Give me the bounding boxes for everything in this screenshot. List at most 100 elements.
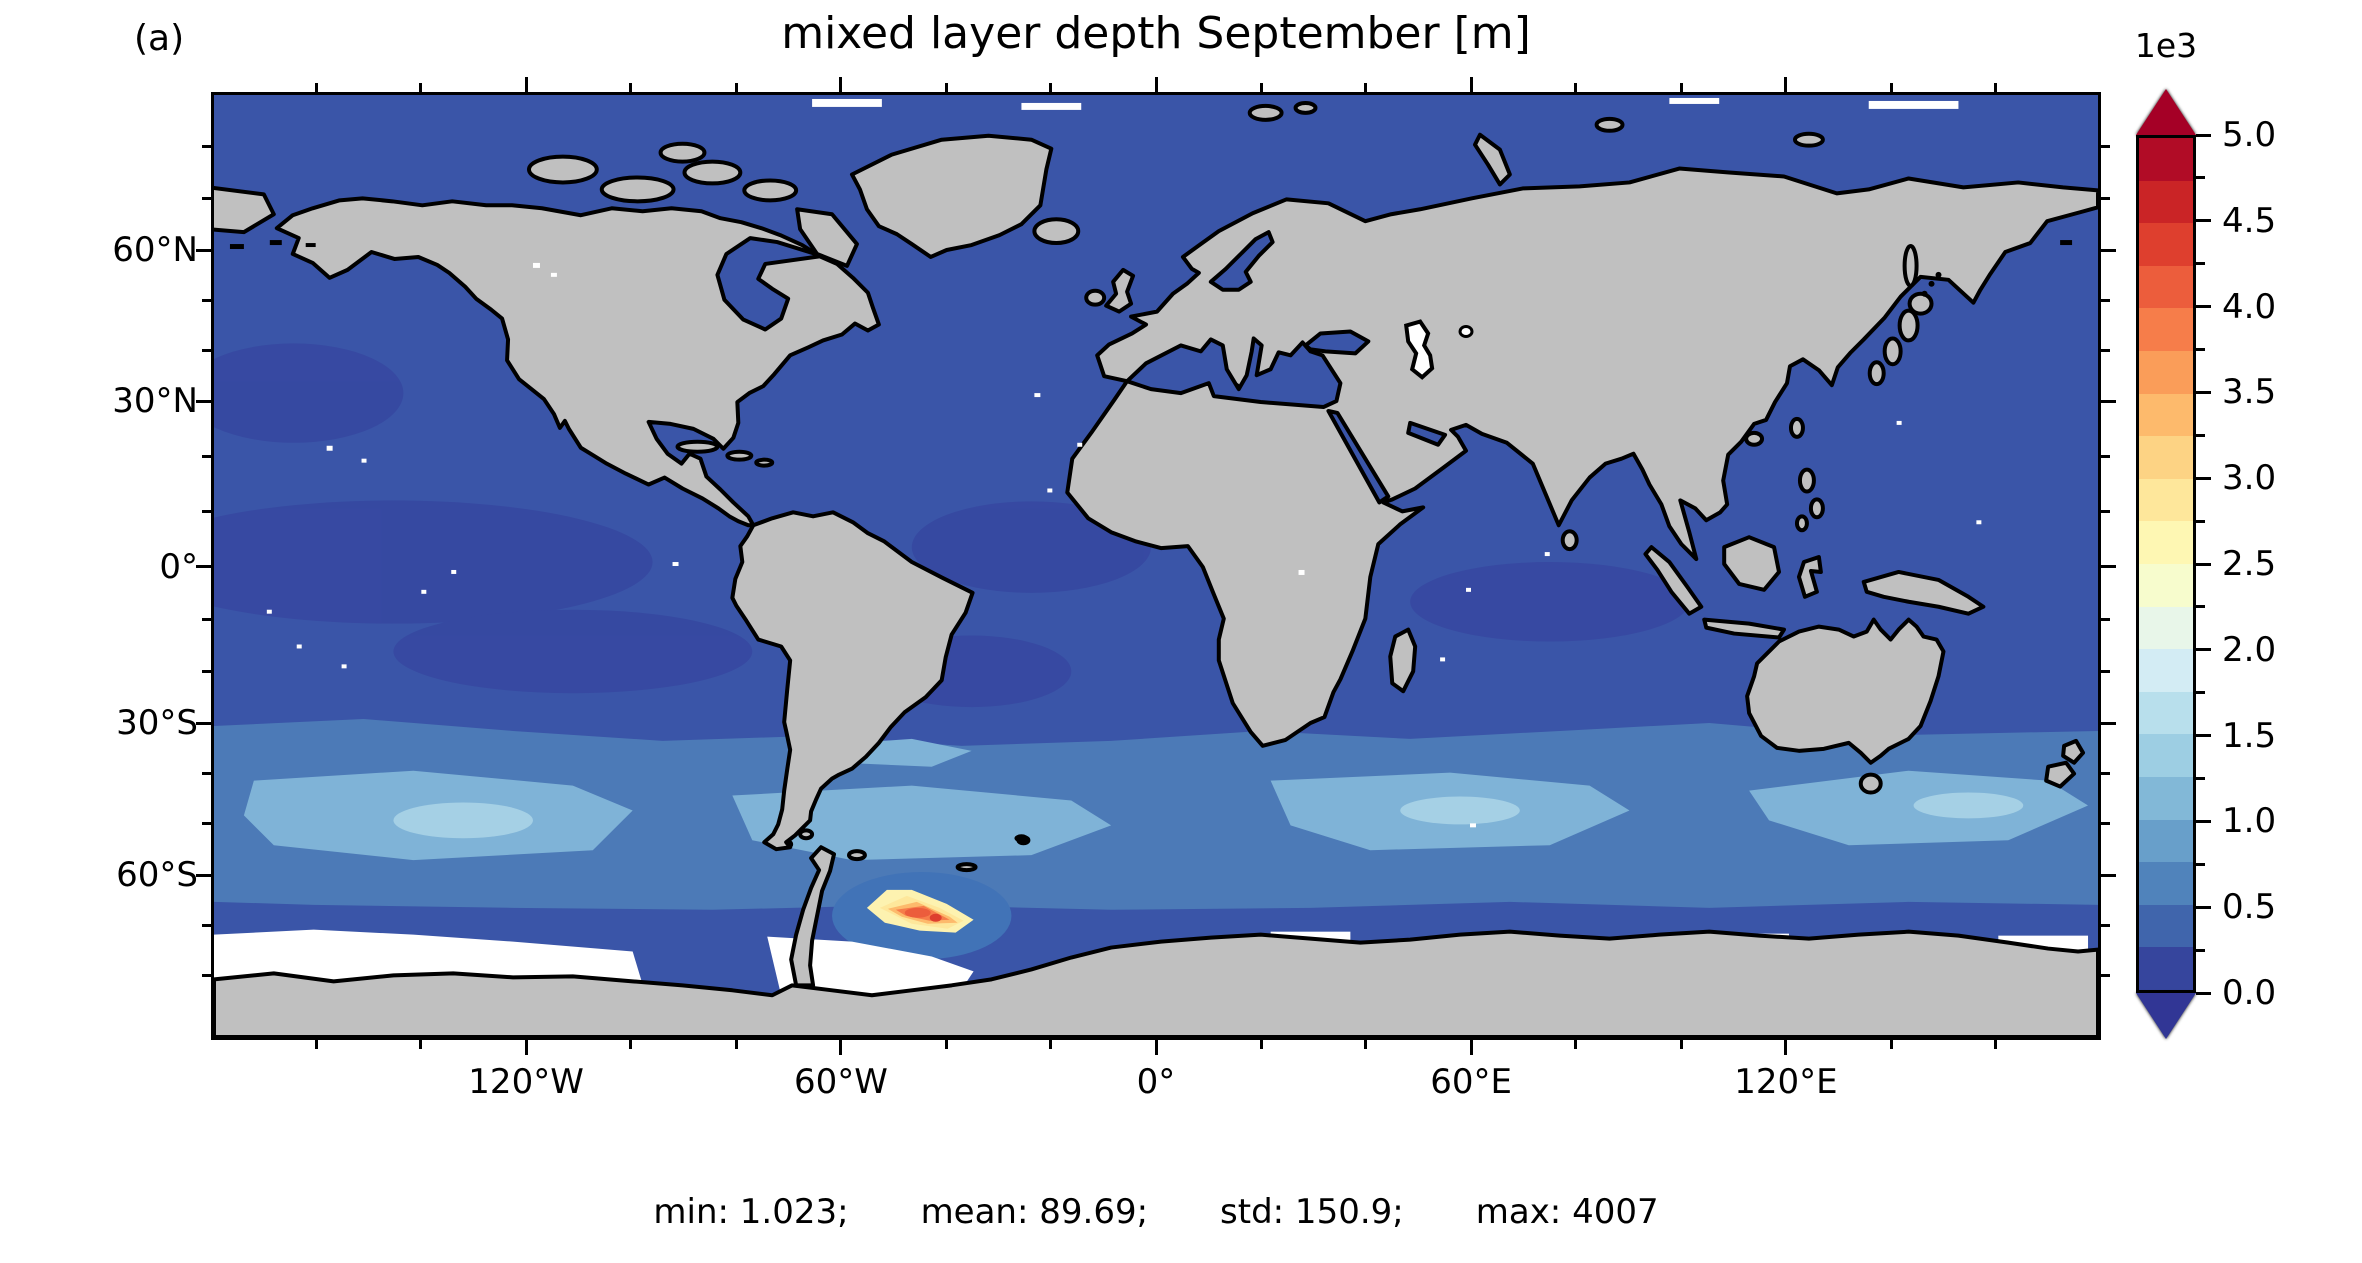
colorbar-segment — [2139, 436, 2193, 479]
tick-mark — [314, 1040, 318, 1049]
arctic-islands — [1250, 103, 1823, 184]
colorbar-segment — [2139, 563, 2193, 607]
tick-mark — [419, 1040, 423, 1049]
colorbar-tick — [2196, 605, 2205, 609]
x-tick-label: 120°E — [1734, 1062, 1838, 1102]
colorbar-segment — [2139, 819, 2193, 863]
arctic-ice-mask — [812, 97, 1959, 110]
caribbean-islands — [678, 442, 773, 466]
tick-mark — [1574, 83, 1578, 92]
colorbar-segment — [2139, 862, 2193, 905]
colorbar-tick-label: 1.0 — [2222, 801, 2277, 842]
tick-mark — [2101, 772, 2110, 776]
tick-mark — [1259, 83, 1263, 92]
tick-mark — [419, 83, 423, 92]
tick-mark — [202, 299, 211, 303]
southern-ocean-lightest-patches — [393, 792, 2024, 839]
small-island-chains — [229, 240, 2073, 843]
x-tick-label: 60°W — [793, 1062, 888, 1102]
colorbar-tick — [2196, 734, 2211, 738]
colorbar-over-arrow — [2136, 89, 2196, 135]
tick-mark — [1259, 1040, 1263, 1049]
colorbar-tick-label: 5.0 — [2222, 115, 2277, 155]
colorbar-segment — [2139, 734, 2193, 777]
tick-mark — [1784, 1040, 1788, 1055]
baltic-sea — [1211, 232, 1273, 290]
colorbar-segment — [2139, 393, 2193, 437]
colorbar-tick-label: 2.0 — [2222, 629, 2277, 670]
tick-mark — [629, 1040, 633, 1049]
seas — [717, 232, 1472, 502]
stat-value: std: 150.9; — [1220, 1192, 1404, 1232]
indonesia — [1645, 537, 1983, 637]
stat-value: min: 1.023; — [653, 1192, 849, 1232]
tick-mark — [202, 923, 211, 927]
tick-mark — [1364, 83, 1368, 92]
tick-mark — [629, 83, 633, 92]
colorbar-tick — [2196, 562, 2211, 566]
sri-lanka — [1563, 531, 1577, 549]
tick-mark — [2101, 248, 2116, 252]
tick-mark — [196, 399, 211, 403]
colorbar-segment — [2139, 521, 2193, 564]
tick-mark — [2101, 454, 2110, 458]
colorbar-segment — [2139, 223, 2193, 266]
red-sea — [1328, 411, 1388, 502]
tick-mark — [524, 77, 528, 92]
colorbar-tick — [2196, 348, 2205, 351]
weddell-hotspot — [832, 872, 1012, 960]
y-tick-label: 0° — [159, 546, 198, 587]
continents — [214, 103, 2098, 849]
colorbar-tick-label: 2.5 — [2222, 544, 2277, 584]
south-america — [732, 512, 972, 849]
colorbar-tick — [2196, 819, 2211, 823]
afro-eurasia — [1067, 169, 2098, 746]
aral-sea — [1460, 327, 1472, 337]
tick-mark — [1889, 1040, 1893, 1049]
tick-mark — [1574, 1040, 1578, 1049]
y-tick-label: 60°N — [112, 230, 198, 271]
tick-mark — [1469, 77, 1473, 92]
tick-mark — [2101, 669, 2110, 673]
tick-mark — [944, 83, 948, 92]
colorbar-tick-label: 3.5 — [2222, 372, 2277, 413]
tick-mark — [734, 1040, 738, 1049]
colorbar-tick-label: 3.0 — [2222, 458, 2277, 499]
tick-mark — [1679, 83, 1683, 92]
tick-mark — [196, 248, 211, 252]
tick-mark — [944, 1040, 948, 1049]
tick-mark — [2101, 923, 2110, 927]
colorbar-tick-label: 4.0 — [2222, 286, 2277, 327]
tick-mark — [1154, 77, 1158, 92]
iceland — [1034, 219, 1078, 243]
colorbar-segment — [2139, 350, 2193, 394]
colorbar-tick — [2196, 262, 2205, 266]
colorbar-tick — [2196, 991, 2211, 995]
colorbar-tick — [2196, 476, 2211, 480]
tick-mark — [314, 83, 318, 92]
tick-mark — [2101, 196, 2110, 200]
southern-ocean-band — [214, 719, 2098, 910]
world-map — [214, 95, 2098, 1037]
colorbar-segment — [2139, 691, 2193, 735]
colorbar-segment — [2139, 138, 2193, 181]
x-tick-label: 60°E — [1430, 1062, 1512, 1102]
x-tick-label: 0° — [1136, 1062, 1176, 1102]
colorbar-segment — [2139, 649, 2193, 692]
stats-line: min: 1.023; mean: 89.69; std: 150.9; max: 4… — [211, 1192, 2101, 1232]
tick-mark — [2101, 399, 2116, 403]
tick-mark — [2101, 721, 2116, 725]
greenland — [852, 136, 1051, 257]
falkland-islands — [849, 851, 865, 859]
caspian-sea — [1406, 322, 1432, 378]
tick-mark — [2101, 873, 2116, 877]
colorbar-segment — [2139, 947, 2193, 990]
tick-mark — [202, 509, 211, 513]
y-tick-label: 30°N — [112, 381, 198, 422]
south-georgia — [958, 864, 976, 870]
antarctic-peninsula — [791, 847, 834, 985]
panel-label: (a) — [134, 18, 185, 59]
colorbar-segment — [2139, 478, 2193, 522]
tick-mark — [202, 822, 211, 826]
